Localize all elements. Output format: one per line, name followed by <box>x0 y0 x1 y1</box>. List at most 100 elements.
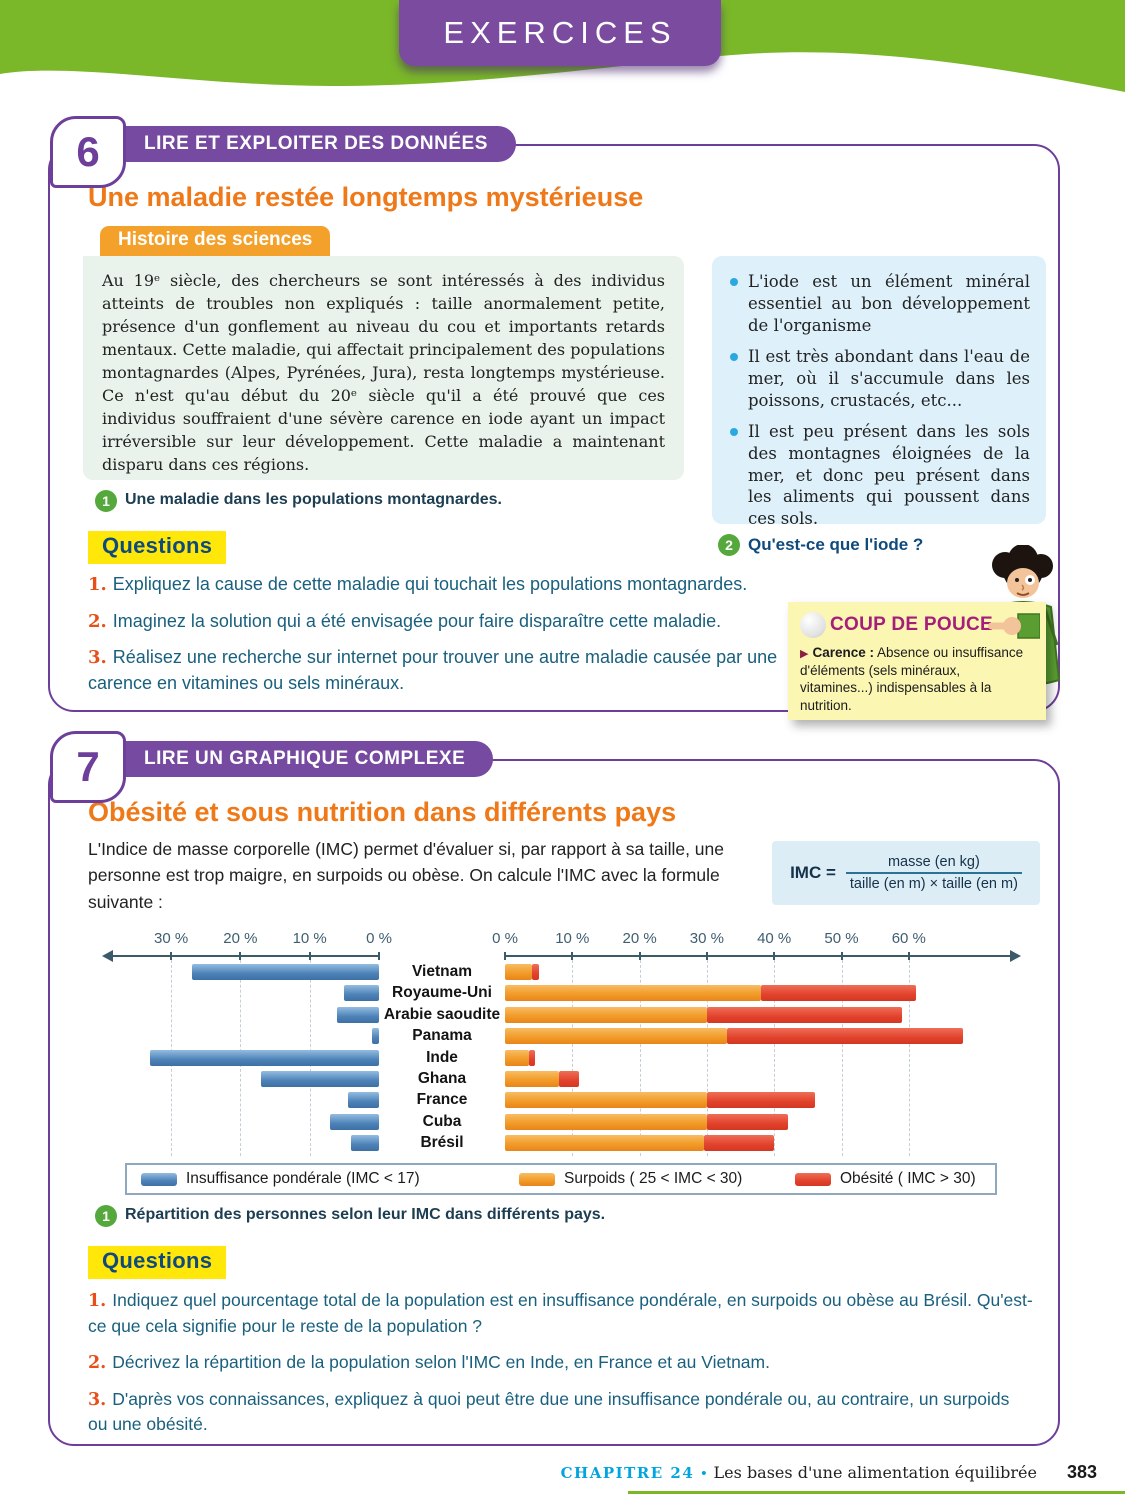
axis-tick-label: 20 % <box>622 930 657 947</box>
bar-underweight-Ghana <box>261 1071 379 1087</box>
chart-legend: Insuffisance pondérale (IMC < 17) Surpoi… <box>125 1163 997 1195</box>
imc-formula-box: IMC = masse (en kg) taille (en m) × tail… <box>772 841 1040 905</box>
histoire-des-sciences-badge: Histoire des sciences <box>100 226 331 256</box>
exercise7-title: Obésité et sous nutrition dans différent… <box>88 797 677 827</box>
axis-tick-label: 10 % <box>292 930 327 947</box>
iodine-info-box: L'iode est un élément minéral essentiel … <box>712 256 1046 528</box>
coup-de-pouce-box: COUP DE POUCE ▶ Carence : Absence ou insu… <box>788 602 1046 720</box>
gridline <box>572 960 574 1156</box>
country-label: Arabie saoudite <box>383 1005 501 1023</box>
chart-caption: 1 Répartition des personnes selon leur I… <box>95 1205 795 1227</box>
bullet-dot-icon <box>730 278 738 286</box>
gridline <box>706 960 708 1156</box>
question-number: 1. <box>88 574 107 595</box>
question-text: Décrivez la répartition de la population… <box>112 1351 770 1372</box>
country-label: Royaume-Uni <box>392 984 492 1002</box>
thumb-circle-icon <box>800 612 826 638</box>
definition-text: Absence ou insuffisance d'éléments (sels… <box>800 645 1024 713</box>
triangle-bullet-icon: ▶ <box>800 648 809 660</box>
formula-numerator: masse (en kg) <box>887 854 980 870</box>
axis-tick-mark <box>378 952 380 960</box>
bar-obesity-Royaume-Uni <box>760 985 916 1002</box>
bar-overweight-Inde <box>505 1049 529 1066</box>
bar-underweight-Cuba <box>330 1113 379 1130</box>
exercise7-number-badge: 7 <box>50 731 126 803</box>
info-bullet: L'iode est un élément minéral essentiel … <box>728 271 1030 337</box>
bar-overweight-Ghana <box>505 1071 559 1087</box>
overweight-swatch-icon <box>519 1172 555 1186</box>
gridline <box>774 960 776 1156</box>
question-row: 2. Décrivez la répartition de la populati… <box>88 1350 1033 1376</box>
gridline <box>908 960 910 1156</box>
bar-obesity-France <box>706 1092 815 1109</box>
axis-tick-label: 40 % <box>757 930 792 947</box>
question-row: 3. Réalisez une recherche sur internet po… <box>88 645 788 696</box>
document1-caption: 1 Une maladie dans les populations monta… <box>95 490 715 512</box>
bar-underweight-Panama <box>372 1028 379 1045</box>
country-label: France <box>416 1091 468 1109</box>
axis-tick-mark <box>504 952 506 960</box>
caption-number-circle: 1 <box>95 1205 117 1227</box>
disease-document-text: Au 19ᵉ siècle, des chercheurs se sont in… <box>83 256 684 480</box>
country-label: Cuba <box>422 1112 462 1130</box>
question-row: 2. Imaginez la solution qui a été envisag… <box>88 609 788 635</box>
question-text: Réalisez une recherche sur internet pour… <box>88 647 778 693</box>
exercise6-skill-pill: LIRE ET EXPLOITER DES DONNÉES <box>96 126 516 162</box>
gridline <box>841 960 843 1156</box>
legend-item-overweight: Surpoids ( 25 < IMC < 30) <box>519 1165 742 1193</box>
question-row: 1. Expliquez la cause de cette maladie qu… <box>88 572 788 598</box>
axis-tick-mark <box>239 952 242 960</box>
bar-overweight-Panama <box>505 1028 728 1045</box>
axis-tick-mark <box>170 952 173 960</box>
bar-underweight-France <box>347 1092 379 1109</box>
country-label: Vietnam <box>411 963 473 980</box>
chapter-label: CHAPITRE 24 <box>560 1464 695 1482</box>
country-label: Ghana <box>417 1070 467 1087</box>
question-number: 1. <box>88 1291 107 1311</box>
question-row: 3. D'après vos connaissances, expliquez à… <box>88 1387 1033 1438</box>
caption-text: Qu'est-ce que l'iode ? <box>748 535 924 554</box>
axis-tick-mark <box>840 952 843 960</box>
question-text: Expliquez la cause de cette maladie qui … <box>112 574 748 594</box>
bar-underweight-Royaume-Uni <box>344 985 379 1002</box>
exercise7-questions: 1. Indiquez quel pourcentage total de la … <box>88 1288 1033 1448</box>
axis-tick-label: 30 % <box>153 930 189 947</box>
left-axis-line <box>112 955 379 957</box>
info-bullet: Il est peu présent dans les sols des mon… <box>728 421 1030 531</box>
axis-tick-mark <box>638 952 641 960</box>
bar-underweight-Vietnam <box>191 964 379 980</box>
question-text: D'après vos connaissances, expliquez à q… <box>88 1388 1010 1435</box>
bar-obesity-Panama <box>727 1028 963 1045</box>
axis-tick-mark <box>308 952 311 960</box>
country-label: Inde <box>426 1048 458 1066</box>
country-label: Panama <box>412 1027 472 1045</box>
footer-green-rule <box>628 1491 1125 1494</box>
underweight-swatch-icon <box>141 1172 177 1186</box>
bar-underweight-Arabie saoudite <box>337 1006 379 1023</box>
bullet-text: L'iode est un élément minéral essentiel … <box>748 272 1030 335</box>
coup-de-pouce-definition: ▶ Carence : Absence ou insuffisance d'élé… <box>800 644 1034 714</box>
left-axis-arrow-icon <box>102 950 113 962</box>
caption-text: Une maladie dans les populations montagn… <box>125 491 502 508</box>
pointing-hand-icon <box>988 613 1040 639</box>
bar-obesity-Ghana <box>558 1071 580 1087</box>
legend-item-obesity: Obésité ( IMC > 30) <box>795 1165 976 1193</box>
bar-underweight-Brésil <box>351 1135 379 1152</box>
bar-obesity-Cuba <box>706 1113 788 1130</box>
question-text: Indiquez quel pourcentage total de la po… <box>88 1290 1033 1336</box>
country-label: Brésil <box>420 1134 464 1152</box>
bar-overweight-Cuba <box>505 1113 707 1130</box>
axis-tick-label: 10 % <box>555 930 590 947</box>
question-text: Imaginez la solution qui a été envisagée… <box>112 610 722 631</box>
bullet-dot-icon <box>730 427 738 436</box>
exercise7-skill-pill: LIRE UN GRAPHIQUE COMPLEXE <box>96 741 494 777</box>
caption-number-circle: 2 <box>718 534 740 556</box>
axis-tick-mark <box>705 952 708 960</box>
caption-number-circle: 1 <box>95 490 117 512</box>
bar-underweight-Inde <box>150 1049 379 1066</box>
axis-tick-label: 20 % <box>223 930 258 947</box>
question-number: 2. <box>88 1352 107 1373</box>
obesity-swatch-icon <box>795 1172 831 1186</box>
legend-label: Insuffisance pondérale (IMC < 17) <box>186 1170 420 1187</box>
